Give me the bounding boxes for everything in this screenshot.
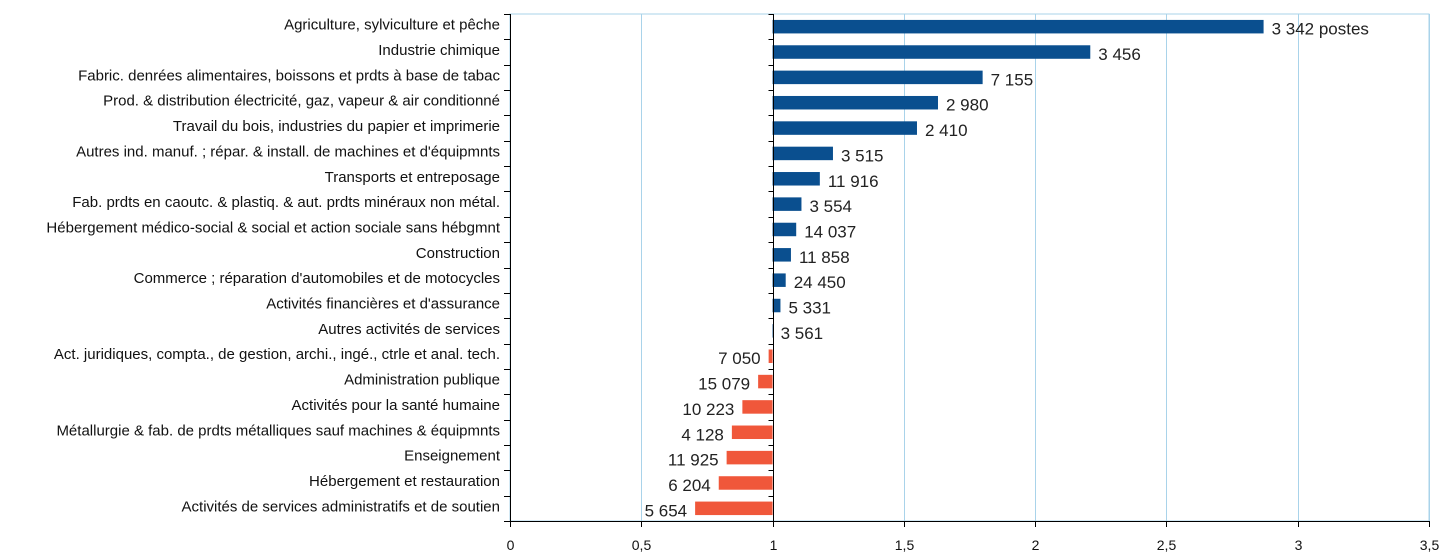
category-label: Commerce ; réparation d'automobiles et d… bbox=[134, 270, 500, 287]
data-label: 5 654 bbox=[645, 501, 688, 520]
bars bbox=[695, 19, 1264, 516]
data-label: 7 155 bbox=[991, 70, 1034, 89]
x-tick-label: 3 bbox=[1295, 537, 1303, 553]
bar bbox=[772, 324, 774, 338]
category-label: Fab. prdts en caoutc. & plastiq. & aut. … bbox=[72, 194, 500, 211]
x-tick-label: 1 bbox=[770, 537, 778, 553]
bar bbox=[772, 70, 983, 85]
data-label: 14 037 bbox=[804, 222, 856, 241]
bar bbox=[731, 425, 773, 440]
data-label: 11 925 bbox=[668, 451, 719, 470]
x-tick-label: 0 bbox=[507, 537, 515, 553]
bar bbox=[768, 349, 773, 363]
data-label: 11 916 bbox=[828, 172, 879, 191]
bar bbox=[772, 45, 1091, 59]
category-label: Activités pour la santé humaine bbox=[292, 397, 500, 414]
x-tick-label: 1,5 bbox=[895, 537, 915, 553]
category-label: Autres ind. manuf. ; répar. & install. d… bbox=[76, 143, 500, 160]
data-label: 2 980 bbox=[946, 96, 989, 115]
category-label: Métallurgie & fab. de prdts métalliques … bbox=[56, 422, 500, 439]
labels: 3 342 postes Agriculture, sylviculture et… bbox=[46, 17, 1439, 553]
category-label: Fabric. denrées alimentaires, boissons e… bbox=[78, 67, 500, 84]
data-label: 3 554 bbox=[809, 197, 852, 216]
data-label: 2 410 bbox=[925, 121, 968, 140]
bar bbox=[772, 121, 917, 135]
data-label: 3 515 bbox=[841, 146, 884, 165]
data-label: 24 450 bbox=[794, 273, 846, 292]
data-label: 10 223 bbox=[682, 400, 734, 419]
bar bbox=[772, 222, 797, 237]
data-label: 6 204 bbox=[668, 476, 711, 495]
bar bbox=[718, 476, 773, 490]
bar bbox=[772, 172, 820, 186]
category-label: Hébergement et restauration bbox=[309, 473, 500, 490]
bar bbox=[772, 19, 1264, 34]
data-label: 3 561 bbox=[781, 324, 824, 343]
x-tick-label: 2,5 bbox=[1157, 537, 1177, 553]
bar bbox=[772, 146, 833, 161]
category-label: Autres activités de services bbox=[318, 321, 500, 338]
bar bbox=[772, 95, 938, 110]
plot-frame bbox=[509, 13, 1430, 522]
data-label: 15 079 bbox=[698, 375, 750, 394]
category-label: Prod. & distribution électricité, gaz, v… bbox=[103, 93, 500, 110]
bar bbox=[772, 298, 781, 313]
category-label: Act. juridiques, compta., de gestion, ar… bbox=[54, 346, 500, 363]
category-label: Hébergement médico-social & social et ac… bbox=[46, 219, 500, 236]
bar bbox=[772, 273, 786, 287]
data-label: 4 128 bbox=[681, 425, 724, 444]
data-label: 7 050 bbox=[718, 349, 761, 368]
x-tick-label: 3,5 bbox=[1420, 537, 1440, 553]
bar bbox=[695, 501, 773, 516]
category-label: Construction bbox=[416, 245, 500, 262]
data-label: 3 342 postes bbox=[1272, 20, 1369, 39]
data-label: 5 331 bbox=[788, 299, 831, 318]
category-label: Travail du bois, industries du papier et… bbox=[173, 118, 500, 135]
x-tick-label: 0,5 bbox=[632, 537, 652, 553]
bar bbox=[758, 374, 773, 389]
axes bbox=[504, 14, 1430, 527]
category-label: Administration publique bbox=[344, 372, 500, 389]
category-label: Activités financières et d'assurance bbox=[266, 296, 500, 313]
grid-lines bbox=[509, 13, 1430, 522]
data-label: 11 858 bbox=[799, 248, 850, 267]
x-tick-label: 2 bbox=[1032, 537, 1040, 553]
data-label: 3 456 bbox=[1098, 45, 1141, 64]
category-label: Industrie chimique bbox=[378, 42, 500, 59]
bar bbox=[742, 400, 773, 414]
bar bbox=[772, 197, 802, 211]
category-label: Agriculture, sylviculture et pêche bbox=[284, 17, 500, 34]
category-label: Transports et entreposage bbox=[325, 169, 500, 186]
bar bbox=[772, 248, 791, 262]
bar bbox=[726, 450, 773, 465]
category-label: Enseignement bbox=[404, 448, 501, 465]
category-label: Activités de services administratifs et … bbox=[182, 498, 500, 515]
